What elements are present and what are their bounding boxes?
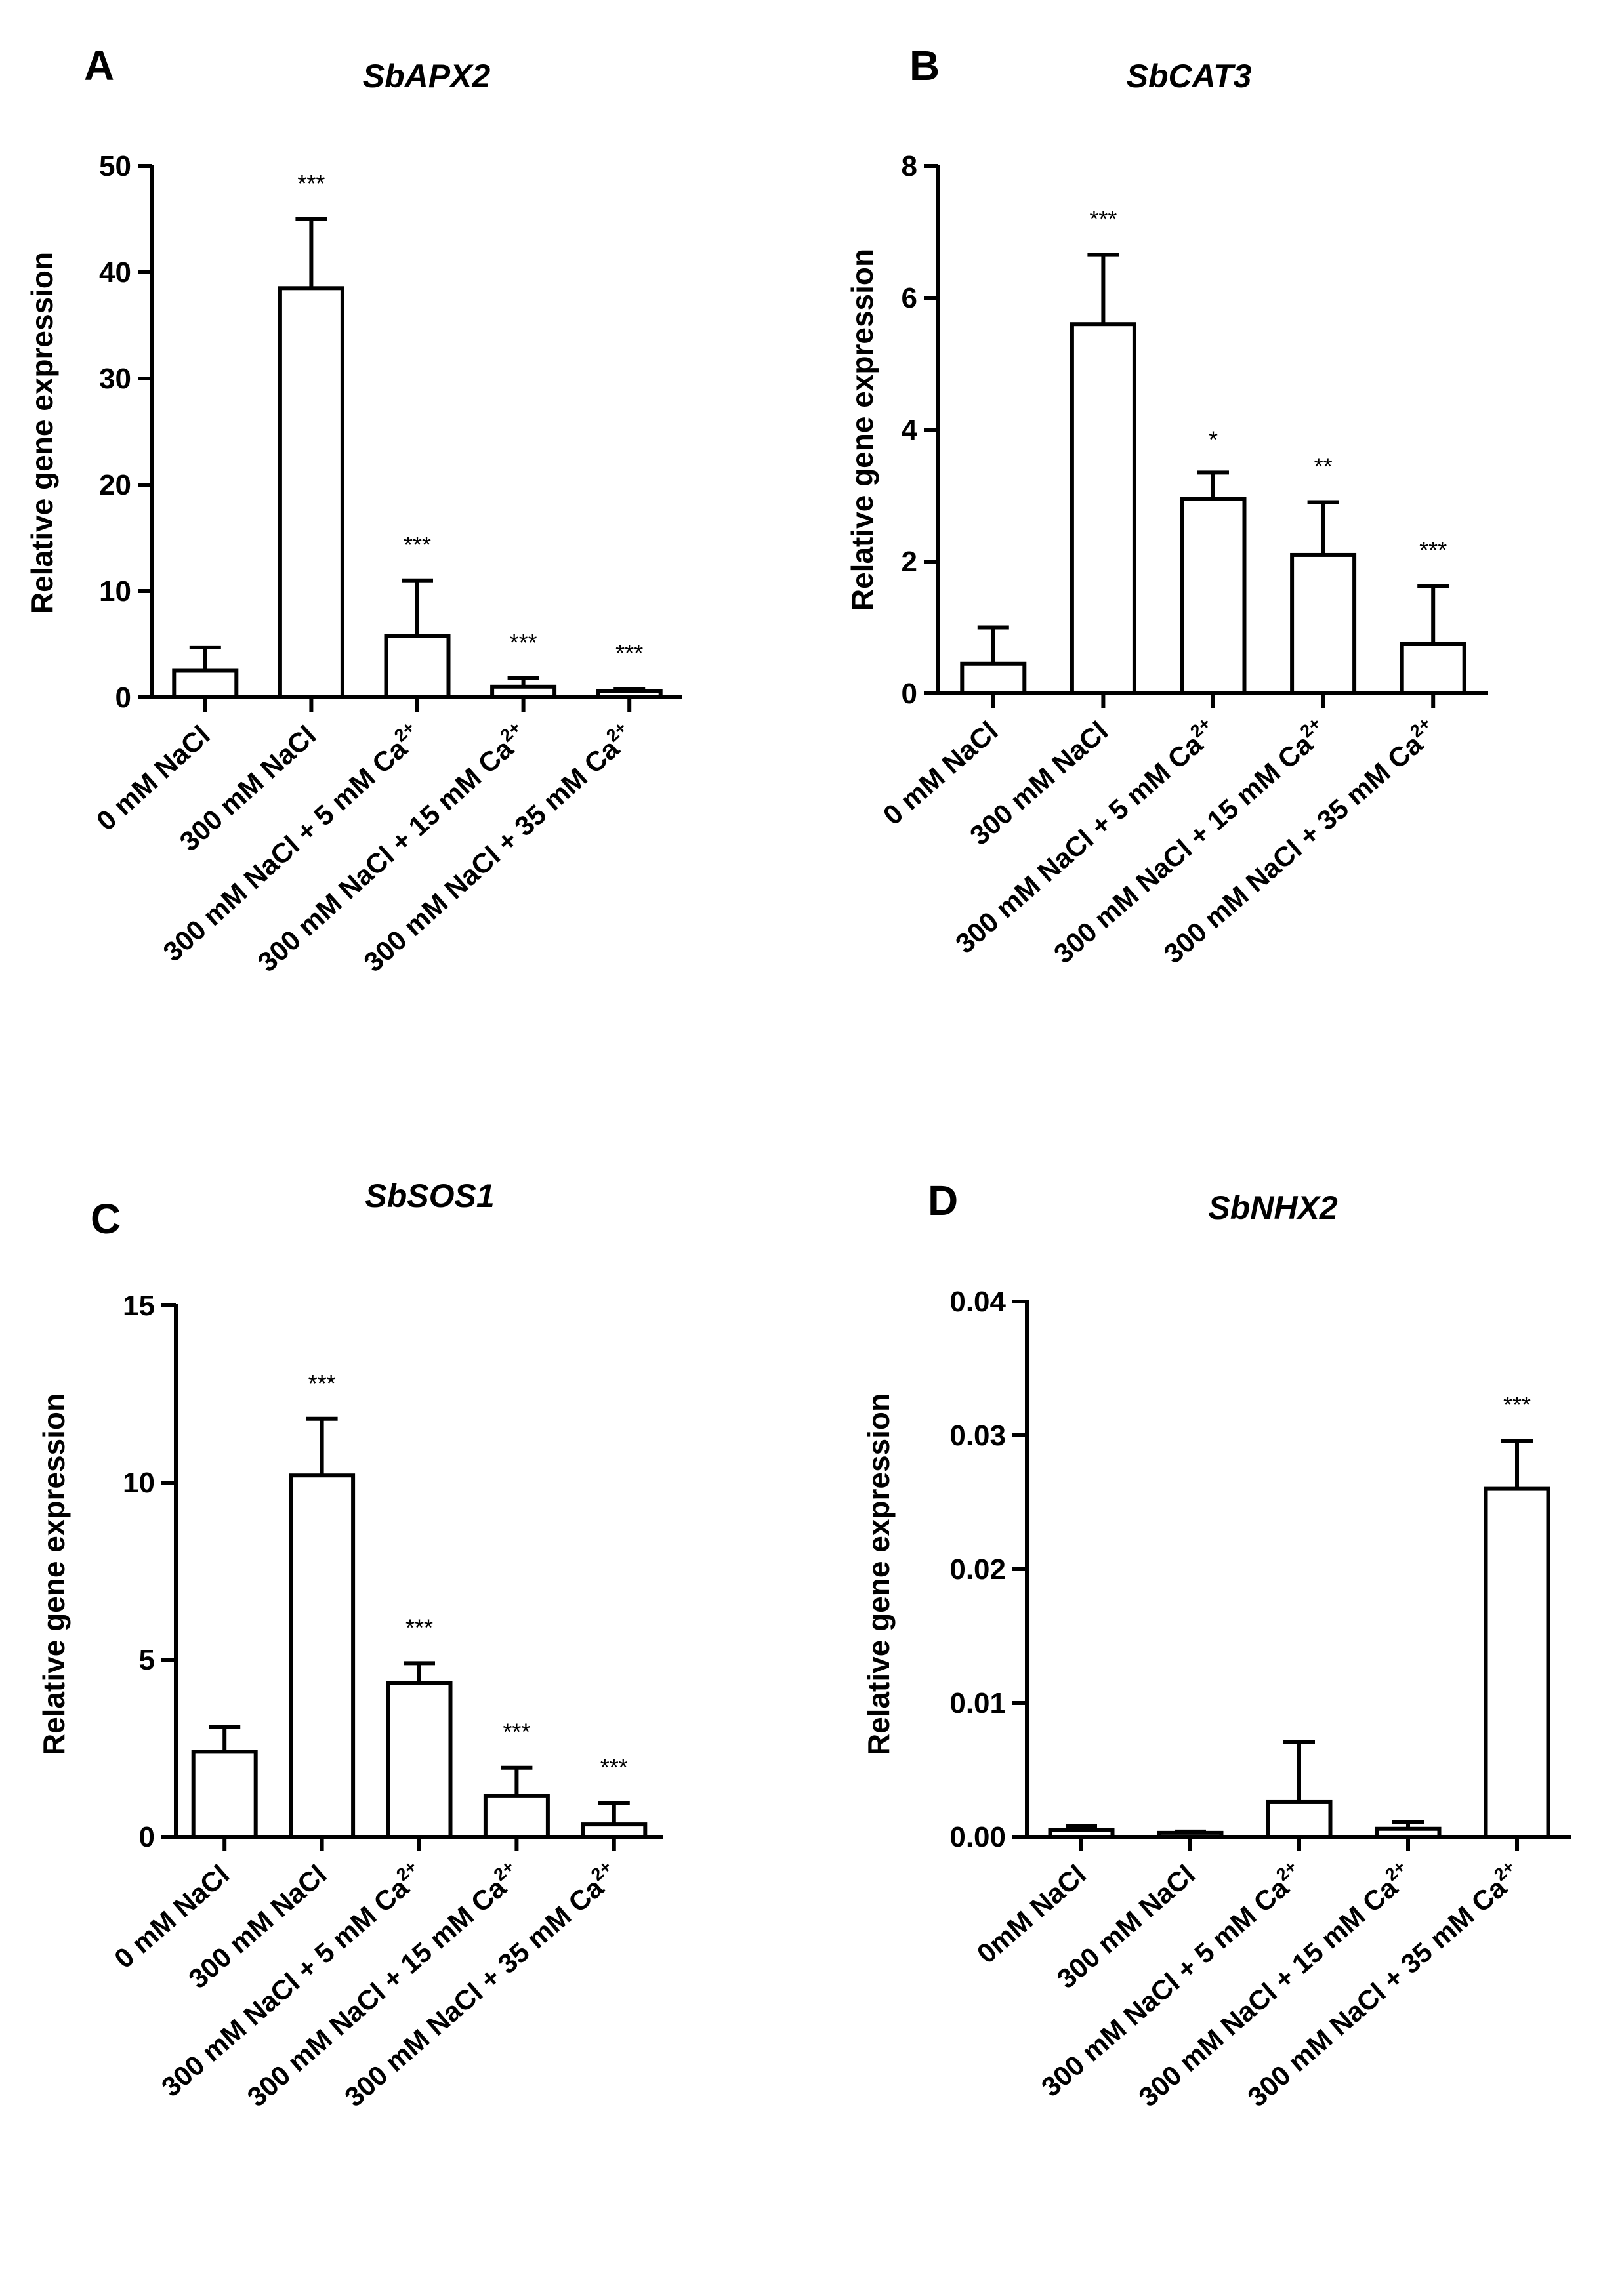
y-tick-label: 0.04	[949, 1286, 1006, 1318]
significance-label: **	[1314, 453, 1333, 480]
y-tick-label: 0.02	[949, 1553, 1006, 1586]
significance-label: ***	[405, 1614, 433, 1641]
y-tick-label: 0.01	[949, 1687, 1006, 1719]
y-tick-label: 4	[902, 414, 918, 446]
y-tick-label: 10	[99, 575, 131, 607]
bar	[960, 661, 1027, 696]
y-tick-label: 2	[902, 546, 917, 578]
significance-label: ***	[503, 1719, 530, 1746]
significance-label: *	[1209, 426, 1218, 453]
chart-panel-d: D SbNHX2 Relative gene expression 0.00 0.01 0…	[862, 1177, 1571, 2113]
significance-label: ***	[600, 1754, 628, 1781]
y-tick-label: 0	[115, 682, 131, 714]
y-tick-label: 0.03	[949, 1420, 1006, 1452]
chart-title: SbSOS1	[365, 1178, 494, 1214]
chart-title: SbAPX2	[363, 58, 491, 94]
y-axis-label: Relative gene expression	[845, 249, 879, 611]
y-tick-label: 8	[902, 150, 917, 182]
y-tick-label: 5	[139, 1644, 155, 1676]
significance-label: ***	[297, 170, 325, 197]
y-tick-label: 50	[99, 150, 131, 182]
bar	[172, 668, 239, 699]
chart-panel-a: A SbAPX2 Relative gene expression 0 10 20 30 40…	[25, 42, 682, 977]
panel-letter: B	[909, 42, 940, 89]
bar	[1484, 1486, 1550, 1839]
bar	[1070, 322, 1136, 695]
chart-title: SbCAT3	[1127, 58, 1252, 94]
y-tick-label: 0	[902, 678, 917, 710]
significance-label: ***	[404, 531, 431, 558]
y-tick-label: 15	[123, 1290, 155, 1322]
bar	[384, 634, 451, 699]
bar	[1290, 552, 1357, 696]
chart-panel-c: C SbSOS1 Relative gene expression 0 5 10 15 ***…	[37, 1178, 663, 2113]
bar	[1180, 497, 1247, 696]
bar	[1400, 642, 1466, 695]
significance-label: ***	[308, 1370, 336, 1397]
y-tick-label: 10	[123, 1467, 155, 1499]
significance-label: ***	[510, 629, 537, 656]
bar	[278, 286, 344, 699]
bar	[386, 1681, 453, 1839]
panel-letter: A	[84, 42, 114, 89]
significance-label: ***	[615, 640, 643, 666]
chart-title: SbNHX2	[1208, 1189, 1337, 1226]
panel-letter: D	[928, 1177, 958, 1224]
y-axis-label: Relative gene expression	[862, 1393, 896, 1755]
y-axis-label: Relative gene expression	[37, 1393, 71, 1755]
y-tick-label: 0.00	[949, 1821, 1006, 1853]
bar	[1266, 1799, 1333, 1839]
y-tick-label: 6	[902, 282, 917, 314]
significance-label: ***	[1503, 1391, 1531, 1418]
significance-label: ***	[1089, 206, 1117, 233]
y-tick-label: 0	[139, 1821, 155, 1853]
bar	[483, 1794, 550, 1839]
y-tick-label: 40	[99, 256, 131, 289]
y-tick-label: 20	[99, 469, 131, 501]
bar	[289, 1473, 356, 1839]
bar	[191, 1750, 258, 1839]
significance-label: ***	[1419, 537, 1447, 564]
y-tick-label: 30	[99, 363, 131, 395]
y-axis-label: Relative gene expression	[25, 252, 59, 614]
panel-letter: C	[91, 1195, 121, 1242]
